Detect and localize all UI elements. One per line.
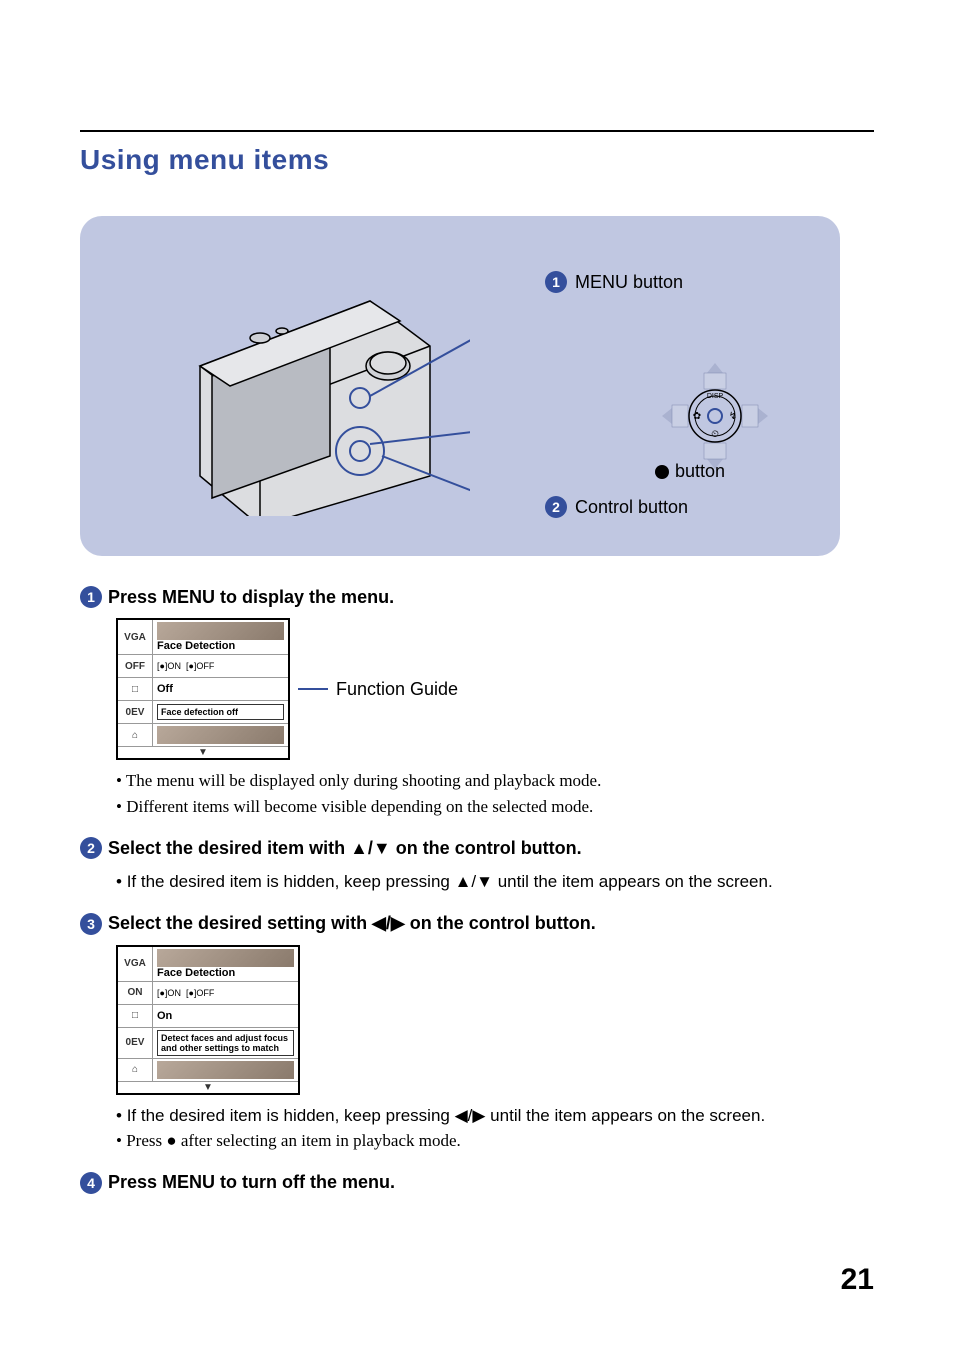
hero-panel: 1 MENU button button 2 Control button [80, 216, 840, 556]
page-title: Using menu items [80, 144, 874, 176]
ms2-desc: Detect faces and adjust focus and other … [157, 1030, 294, 1056]
step-1-heading: 1 Press MENU to display the menu. [80, 586, 874, 608]
step-1-bullet-1: Different items will become visible depe… [116, 794, 874, 820]
dpad-illustration: DISP ↯ ✿ ⏲ [660, 361, 770, 471]
function-guide-label: Function Guide [336, 679, 458, 700]
step-4-heading: 4 Press MENU to turn off the menu. [80, 1172, 874, 1194]
step-1-screenshot-row: VGAFace Detection OFF[●]ON [●]OFF □Off 0… [116, 618, 874, 760]
step-1-bullet-0: The menu will be displayed only during s… [116, 768, 874, 794]
step-3-screenshot-row: VGAFace Detection ON[●]ON [●]OFF □On 0EV… [116, 945, 874, 1095]
ms1-l0: VGA [118, 620, 153, 654]
ms1-l2: □ [118, 678, 153, 700]
ms1-title: Face Detection [157, 640, 284, 652]
menu-screenshot-2: VGAFace Detection ON[●]ON [●]OFF □On 0EV… [116, 945, 300, 1095]
step-2-text: Select the desired item with ▲/▼ on the … [108, 838, 582, 859]
menu-screenshot-1: VGAFace Detection OFF[●]ON [●]OFF □Off 0… [116, 618, 290, 760]
svg-text:⏲: ⏲ [711, 429, 719, 440]
step-3-text: Select the desired setting with ◀/▶ on t… [108, 913, 596, 934]
svg-text:✿: ✿ [693, 411, 701, 422]
bullet-2-icon: 2 [545, 496, 567, 518]
horizontal-rule [80, 130, 874, 132]
step-2-heading: 2 Select the desired item with ▲/▼ on th… [80, 837, 874, 859]
ms2-l0: VGA [118, 947, 153, 981]
callout-menu-button: 1 MENU button [545, 271, 683, 293]
bullet-1-icon: 1 [545, 271, 567, 293]
function-guide-leader-icon [298, 688, 328, 690]
step-4-text: Press MENU to turn off the menu. [108, 1172, 395, 1193]
svg-text:↯: ↯ [729, 411, 737, 422]
callout-control-button: 2 Control button [545, 496, 688, 518]
step-1-bullet-icon: 1 [80, 586, 102, 608]
step-3-bullet-icon: 3 [80, 913, 102, 935]
callout-control-label: Control button [575, 497, 688, 518]
step-1-text: Press MENU to display the menu. [108, 587, 394, 608]
step-2-bullet-icon: 2 [80, 837, 102, 859]
ms1-l1: OFF [118, 655, 153, 677]
camera-illustration [170, 246, 470, 516]
step-1-bullets: The menu will be displayed only during s… [116, 768, 874, 819]
ms2-l3: 0EV [118, 1028, 153, 1058]
step-4-bullet-icon: 4 [80, 1172, 102, 1194]
svg-text:DISP: DISP [707, 393, 724, 400]
ms1-desc: Face defection off [157, 704, 284, 720]
step-3-bullet-1: Press ● after selecting an item in playb… [116, 1128, 874, 1154]
ms2-status: On [153, 1005, 298, 1027]
step-2-bullets: If the desired item is hidden, keep pres… [116, 869, 874, 895]
step-3-bullets: If the desired item is hidden, keep pres… [116, 1103, 874, 1154]
step-3-bullet-0: If the desired item is hidden, keep pres… [116, 1103, 874, 1129]
ms2-l1: ON [118, 982, 153, 1004]
ms1-l4: ⌂ [118, 724, 153, 746]
step-3-heading: 3 Select the desired setting with ◀/▶ on… [80, 913, 874, 935]
step-2-bullet-0: If the desired item is hidden, keep pres… [116, 869, 874, 895]
ms1-status: Off [153, 678, 288, 700]
ms1-l3: 0EV [118, 701, 153, 723]
ms2-title: Face Detection [157, 967, 294, 979]
ms2-l2: □ [118, 1005, 153, 1027]
page-number: 21 [841, 1263, 874, 1297]
callout-menu-label: MENU button [575, 272, 683, 293]
ms2-l4: ⌂ [118, 1059, 153, 1081]
